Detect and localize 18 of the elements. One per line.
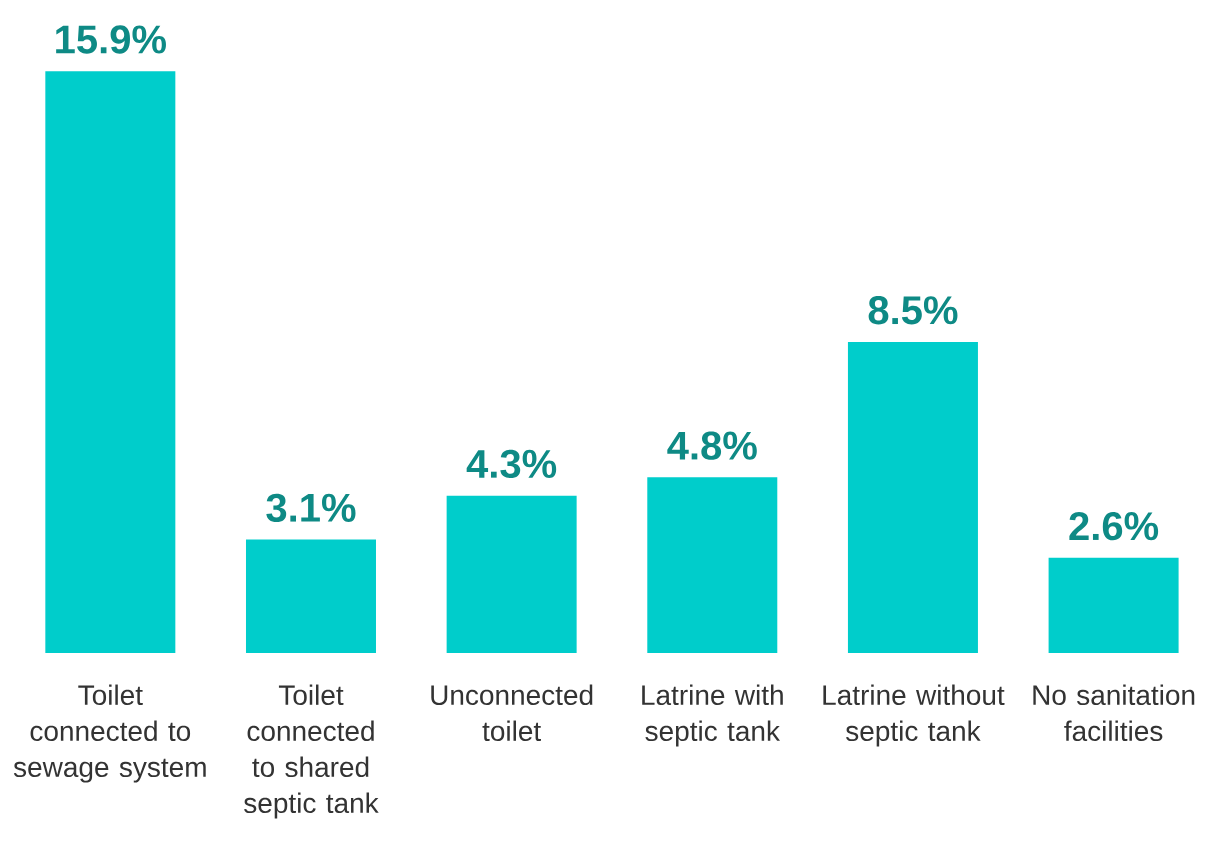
data-label: 3.1%	[266, 493, 356, 523]
x-tick-label: No sanitation facilities	[1033, 684, 1195, 742]
bar	[647, 477, 778, 653]
x-tick-label: Unconnected toilet	[431, 684, 593, 742]
x-tick-label: Toilet connected to sewage system	[13, 684, 206, 783]
data-label: 2.6%	[1069, 511, 1159, 541]
data-label: 4.3%	[466, 449, 557, 479]
x-tick-label: Toilet connected to shared septic tank	[244, 684, 379, 819]
bar	[847, 341, 978, 653]
data-label: 8.5%	[868, 296, 958, 325]
bar	[245, 539, 376, 653]
data-label: 15.9%	[56, 25, 166, 54]
bar	[45, 71, 176, 653]
bar	[1048, 557, 1179, 653]
x-tick-label: Latrine with septic tank	[642, 684, 783, 747]
data-label: 4.8%	[667, 431, 757, 460]
bar	[446, 495, 577, 653]
x-tick-label: Latrine without septic tank	[823, 684, 1005, 747]
